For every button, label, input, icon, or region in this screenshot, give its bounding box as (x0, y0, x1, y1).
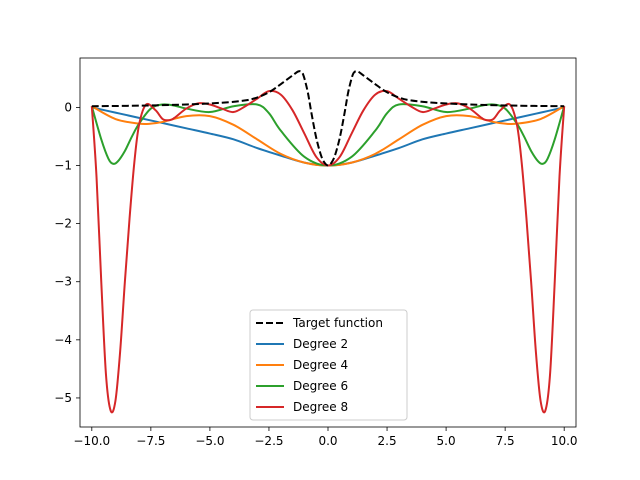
y-tick-label: −5 (54, 391, 72, 405)
legend-label-2: Degree 4 (293, 358, 348, 372)
x-tick-label: −5.0 (195, 434, 224, 448)
series-layer (90, 70, 566, 414)
y-axis: 0 −1 −2 −3 −4 −5 (54, 100, 80, 405)
y-tick-label: −4 (54, 333, 72, 347)
x-tick-label: −7.5 (136, 434, 165, 448)
x-tick-label: 0.0 (318, 434, 337, 448)
legend-label-4: Degree 8 (293, 400, 348, 414)
legend-label-3: Degree 6 (293, 379, 348, 393)
x-tick-label: 2.5 (378, 434, 397, 448)
y-tick-label: −3 (54, 275, 72, 289)
x-tick-label: 7.5 (496, 434, 515, 448)
y-tick-label: 0 (64, 100, 72, 114)
series-line-0 (91, 70, 565, 167)
x-tick-label: 5.0 (437, 434, 456, 448)
legend-label-0: Target function (292, 316, 383, 330)
legend-label-1: Degree 2 (293, 337, 348, 351)
legend: Target function Degree 2 Degree 4 Degree 6 D… (249, 309, 408, 421)
x-tick-label: 10.0 (551, 434, 578, 448)
x-tick-label: −2.5 (254, 434, 283, 448)
x-axis: −10.0 −7.5 −5.0 −2.5 0.0 2.5 5.0 7.5 10.0 (73, 427, 578, 448)
legend-box (249, 309, 408, 421)
y-tick-label: −1 (54, 159, 72, 173)
y-tick-label: −2 (54, 217, 72, 231)
x-tick-label: −10.0 (73, 434, 110, 448)
